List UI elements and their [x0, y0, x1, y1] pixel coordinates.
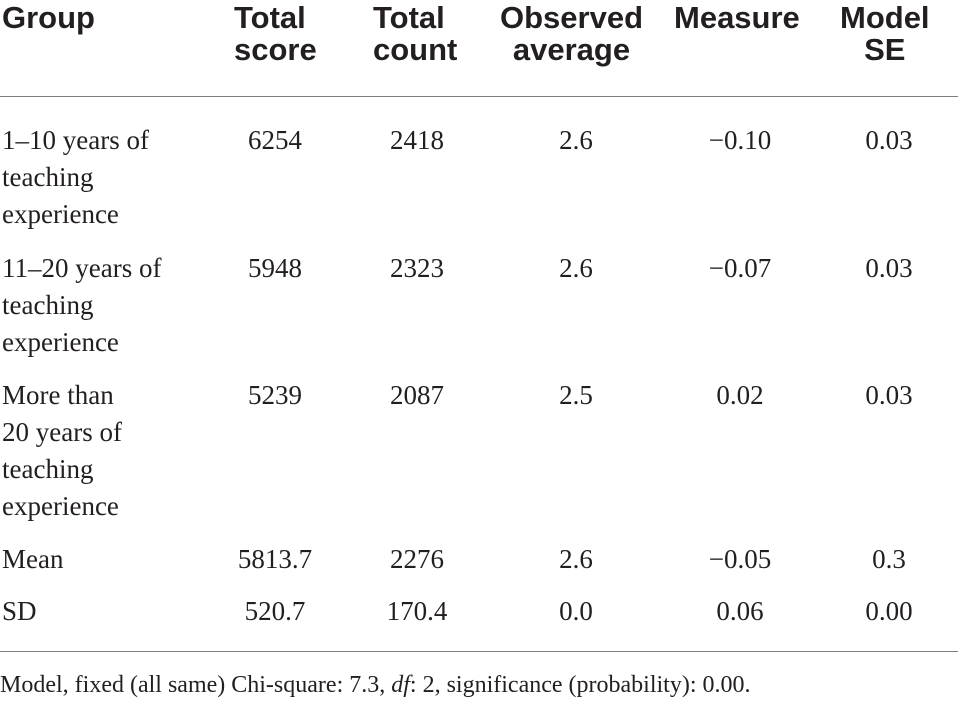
- row-2-model-se: 0.03: [865, 253, 913, 283]
- row-mean-total-count: 2276: [390, 544, 444, 574]
- header-total-score: Total score: [234, 0, 317, 67]
- row-sd-total-count: 170.4: [386, 596, 448, 626]
- row-2-total-score: 5948: [248, 253, 302, 283]
- footnote-text-end: : 2, significance (probability): 0.00.: [409, 672, 751, 698]
- row-1-total-score: 6254: [248, 125, 302, 155]
- footnote-text-start: Model, fixed (all same) Chi-square: 7.3,: [0, 672, 392, 698]
- row-1-observed-average: 2.6: [559, 125, 593, 155]
- table-footnote: Model, fixed (all same) Chi-square: 7.3,…: [0, 671, 751, 699]
- header-observed-average: Observed average: [500, 0, 644, 67]
- row-sd-model-se: 0.00: [865, 596, 913, 626]
- row-3-observed-average: 2.5: [559, 380, 593, 410]
- row-3-group: More than 20 years of teaching experienc…: [2, 380, 122, 521]
- row-3-total-score: 5239: [248, 380, 302, 410]
- row-2-total-count: 2323: [390, 253, 444, 283]
- header-measure: Measure: [674, 0, 800, 35]
- row-2-group: 11–20 years of teaching experience: [2, 253, 162, 357]
- row-mean-observed-average: 2.6: [559, 544, 593, 574]
- row-2-observed-average: 2.6: [559, 253, 593, 283]
- header-model-se: Model SE: [840, 0, 930, 67]
- row-1-measure: −0.10: [708, 125, 772, 155]
- header-divider: [0, 96, 958, 97]
- row-mean-model-se: 0.3: [872, 544, 906, 574]
- row-2-measure: −0.07: [708, 253, 772, 283]
- row-mean-total-score: 5813.7: [237, 544, 313, 574]
- row-sd-group: SD: [2, 596, 37, 626]
- header-group: Group: [2, 0, 95, 35]
- row-sd-measure: 0.06: [716, 596, 764, 626]
- row-sd-total-score: 520.7: [244, 596, 306, 626]
- row-1-total-count: 2418: [390, 125, 444, 155]
- row-sd-observed-average: 0.0: [559, 596, 593, 626]
- footer-divider: [0, 651, 958, 652]
- row-3-measure: 0.02: [716, 380, 764, 410]
- row-3-model-se: 0.03: [865, 380, 913, 410]
- row-1-group: 1–10 years of teaching experience: [2, 125, 149, 229]
- header-total-count: Total count: [373, 0, 458, 67]
- footnote-df-label: df: [391, 672, 410, 698]
- row-3-total-count: 2087: [390, 380, 444, 410]
- row-1-model-se: 0.03: [865, 125, 913, 155]
- row-mean-measure: −0.05: [708, 544, 772, 574]
- row-mean-group: Mean: [2, 544, 64, 574]
